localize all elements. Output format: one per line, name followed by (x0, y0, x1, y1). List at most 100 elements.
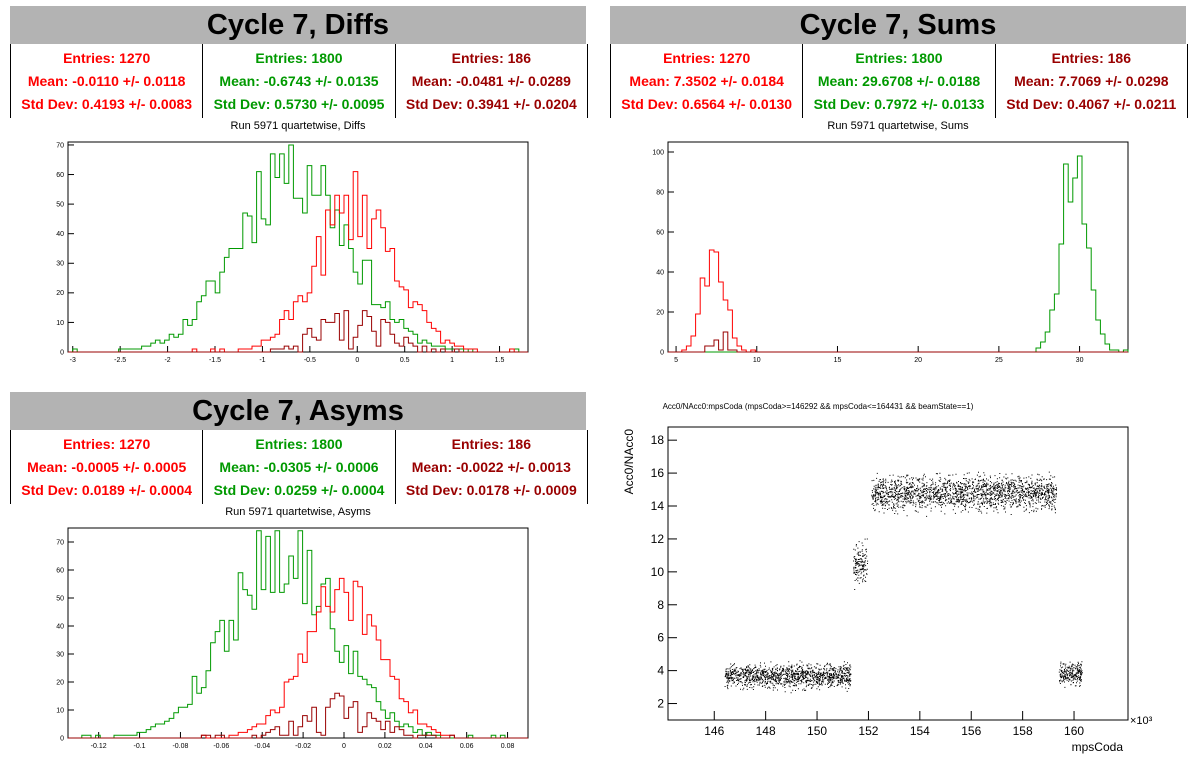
stat-std: Std Dev: 0.0259 +/- 0.0004 (213, 482, 385, 499)
y-tick-label: 10 (56, 707, 64, 714)
sums-stats-red: Entries: 1270 Mean: 7.3502 +/- 0.0184 St… (611, 44, 804, 118)
x-tick-label: 1.5 (495, 357, 505, 364)
y-tick-label: 60 (56, 172, 64, 179)
stat-mean: Mean: -0.0110 +/- 0.0118 (27, 72, 186, 89)
x-tick-label: 10 (753, 357, 761, 364)
x-tick-label: 1 (450, 357, 454, 364)
y-tick-label: 4 (657, 664, 664, 678)
y-axis-label: Acc0/NAcc0 (622, 429, 636, 495)
scatter-cluster (853, 538, 869, 590)
stat-std: Std Dev: 0.4067 +/- 0.0211 (1006, 96, 1177, 113)
stat-std: Std Dev: 0.4193 +/- 0.0083 (21, 96, 193, 113)
scatter-cluster (1058, 661, 1083, 688)
x-tick-label: 25 (995, 357, 1003, 364)
histogram-series-ff0000 (68, 577, 528, 739)
x-tick-label: -0.04 (254, 743, 270, 750)
x-tick-label: -0.1 (134, 743, 146, 750)
stat-mean: Mean: -0.0305 +/- 0.0006 (219, 458, 379, 475)
y-tick-label: 10 (651, 565, 665, 579)
y-tick-label: 30 (56, 651, 64, 658)
diffs-stats-green: Entries: 1800 Mean: -0.6743 +/- 0.0135 S… (203, 44, 396, 118)
y-tick-label: 20 (56, 679, 64, 686)
y-tick-label: 40 (56, 623, 64, 630)
asyms-title: Cycle 7, Asyms (10, 392, 586, 430)
y-tick-label: 40 (656, 269, 664, 276)
stat-entries: Entries: 186 (451, 435, 531, 452)
plot-frame (67, 527, 529, 739)
y-tick-label: 0 (660, 349, 664, 356)
y-tick-label: 70 (56, 539, 64, 546)
y-tick-label: 50 (56, 595, 64, 602)
stat-std: Std Dev: 0.5730 +/- 0.0095 (213, 96, 385, 113)
x-tick-label: 158 (1013, 724, 1033, 738)
x-tick-label: -0.12 (91, 743, 107, 750)
y-tick-label: 14 (651, 499, 665, 513)
x-axis-multiplier: ×10³ (1130, 715, 1153, 727)
x-tick-label: -0.5 (304, 357, 316, 364)
diffs-subtitle: Run 5971 quartetwise, Diffs (230, 120, 366, 132)
y-tick-label: 30 (56, 261, 64, 268)
stat-mean: Mean: 29.6708 +/- 0.0188 (817, 72, 981, 89)
diffs-title: Cycle 7, Diffs (10, 6, 586, 44)
scatter-title: Acc0/NAcc0:mpsCoda (mpsCoda>=146292 && m… (663, 402, 974, 411)
asyms-title-text: Cycle 7, Asyms (192, 394, 404, 427)
scatter-cluster (724, 660, 852, 694)
histogram-series-009900 (68, 144, 528, 353)
asyms-stats-green: Entries: 1800 Mean: -0.0305 +/- 0.0006 S… (203, 430, 396, 504)
asyms-stats: Entries: 1270 Mean: -0.0005 +/- 0.0005 S… (10, 430, 588, 504)
sums-subtitle: Run 5971 quartetwise, Sums (827, 120, 969, 132)
x-tick-label: -1.5 (209, 357, 221, 364)
stat-std: Std Dev: 0.0189 +/- 0.0004 (21, 482, 193, 499)
histogram-series-990000 (668, 331, 1128, 353)
histogram-series-009900 (668, 155, 1129, 353)
stat-entries: Entries: 1800 (255, 435, 343, 452)
x-tick-label: 0 (355, 357, 359, 364)
x-tick-label: 156 (961, 724, 981, 738)
y-tick-label: 0 (60, 735, 64, 742)
x-tick-label: -0.02 (295, 743, 311, 750)
y-tick-label: 0 (60, 349, 64, 356)
y-tick-label: 100 (652, 149, 664, 156)
histogram-series-009900 (68, 530, 528, 739)
y-tick-label: 8 (657, 598, 664, 612)
histogram-series-990000 (68, 310, 528, 353)
diffs-title-text: Cycle 7, Diffs (206, 8, 390, 41)
y-tick-label: 80 (656, 189, 664, 196)
y-tick-label: 10 (56, 320, 64, 327)
sums-title: Cycle 7, Sums (610, 6, 1186, 44)
x-tick-label: 160 (1064, 724, 1084, 738)
x-tick-label: 154 (910, 724, 930, 738)
x-tick-label: 30 (1076, 357, 1084, 364)
asyms-stats-red: Entries: 1270 Mean: -0.0005 +/- 0.0005 S… (11, 430, 204, 504)
y-tick-label: 20 (56, 290, 64, 297)
x-tick-label: -0.08 (172, 743, 188, 750)
x-tick-label: 0.02 (378, 743, 392, 750)
y-tick-label: 2 (657, 697, 664, 711)
x-tick-label: 146 (704, 724, 724, 738)
y-tick-label: 50 (56, 201, 64, 208)
x-tick-label: 0.06 (460, 743, 474, 750)
x-tick-label: 0.04 (419, 743, 433, 750)
x-tick-label: -2.5 (114, 357, 126, 364)
y-tick-label: 18 (651, 433, 665, 447)
stat-entries: Entries: 186 (1051, 49, 1131, 66)
diffs-stats-red: Entries: 1270 Mean: -0.0110 +/- 0.0118 S… (11, 44, 204, 118)
stat-mean: Mean: -0.6743 +/- 0.0135 (219, 72, 379, 89)
diffs-stats-darkred: Entries: 186 Mean: -0.0481 +/- 0.0289 St… (396, 44, 587, 118)
stat-entries: Entries: 1800 (255, 49, 343, 66)
stat-entries: Entries: 1270 (63, 49, 151, 66)
y-tick-label: 16 (651, 466, 665, 480)
stat-std: Std Dev: 0.0178 +/- 0.0009 (405, 482, 577, 499)
stat-mean: Mean: -0.0005 +/- 0.0005 (27, 458, 187, 475)
x-tick-label: -0.06 (213, 743, 229, 750)
stat-std: Std Dev: 0.6564 +/- 0.0130 (621, 96, 793, 113)
stat-mean: Mean: 7.3502 +/- 0.0184 (629, 72, 784, 89)
y-tick-label: 70 (56, 142, 64, 149)
y-tick-label: 40 (56, 231, 64, 238)
x-axis-label: mpsCoda (1072, 740, 1124, 754)
diffs-stats: Entries: 1270 Mean: -0.0110 +/- 0.0118 S… (10, 44, 588, 118)
stat-entries: Entries: 1800 (855, 49, 943, 66)
stat-mean: Mean: -0.0022 +/- 0.0013 (411, 458, 571, 475)
x-tick-label: 0.08 (501, 743, 515, 750)
stat-entries: Entries: 186 (451, 49, 531, 66)
